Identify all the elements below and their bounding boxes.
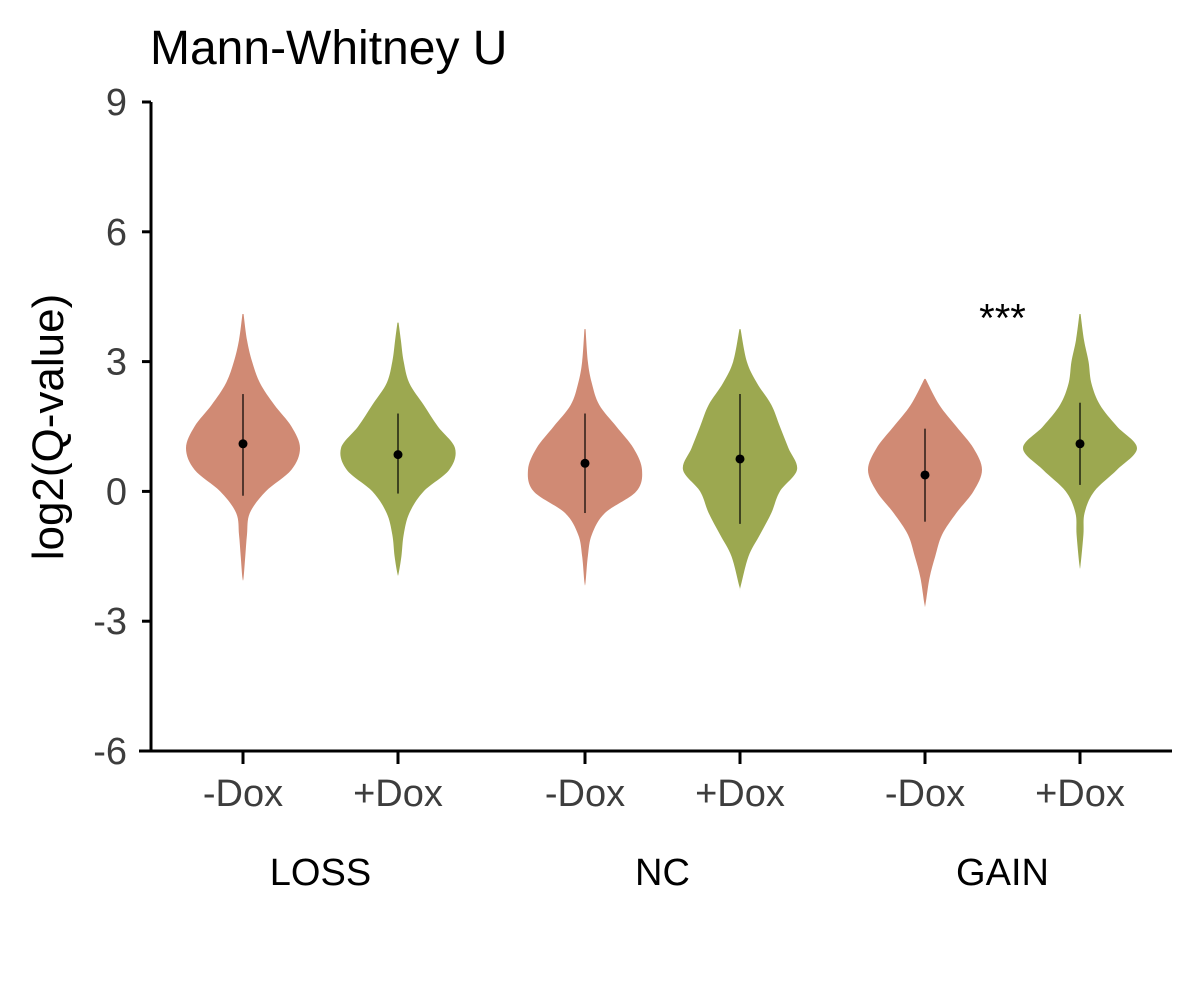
significance-label: ***: [979, 297, 1026, 341]
x-tick-label: +Dox: [695, 773, 785, 815]
y-tick-label: -6: [93, 731, 127, 773]
median-point: [238, 439, 248, 449]
chart-title: Mann-Whitney U: [150, 22, 507, 75]
median-point: [735, 454, 745, 464]
x-tick-label: +Dox: [353, 773, 443, 815]
median-point: [1075, 439, 1085, 449]
median-point: [580, 458, 590, 468]
group-label: GAIN: [956, 852, 1049, 894]
y-tick-label: 3: [106, 342, 127, 384]
group-label: LOSS: [270, 852, 371, 894]
y-tick-label: 0: [106, 471, 127, 513]
median-point: [393, 450, 403, 460]
y-tick-label: -3: [93, 601, 127, 643]
group-label: NC: [635, 852, 690, 894]
y-axis-label: log2(Q-value): [24, 294, 73, 561]
x-tick-label: -Dox: [885, 773, 965, 815]
x-tick-label: +Dox: [1035, 773, 1125, 815]
median-point: [920, 470, 930, 480]
x-tick-label: -Dox: [203, 773, 283, 815]
y-tick-label: 6: [106, 212, 127, 254]
y-tick-label: 9: [106, 82, 127, 124]
x-tick-label: -Dox: [545, 773, 625, 815]
